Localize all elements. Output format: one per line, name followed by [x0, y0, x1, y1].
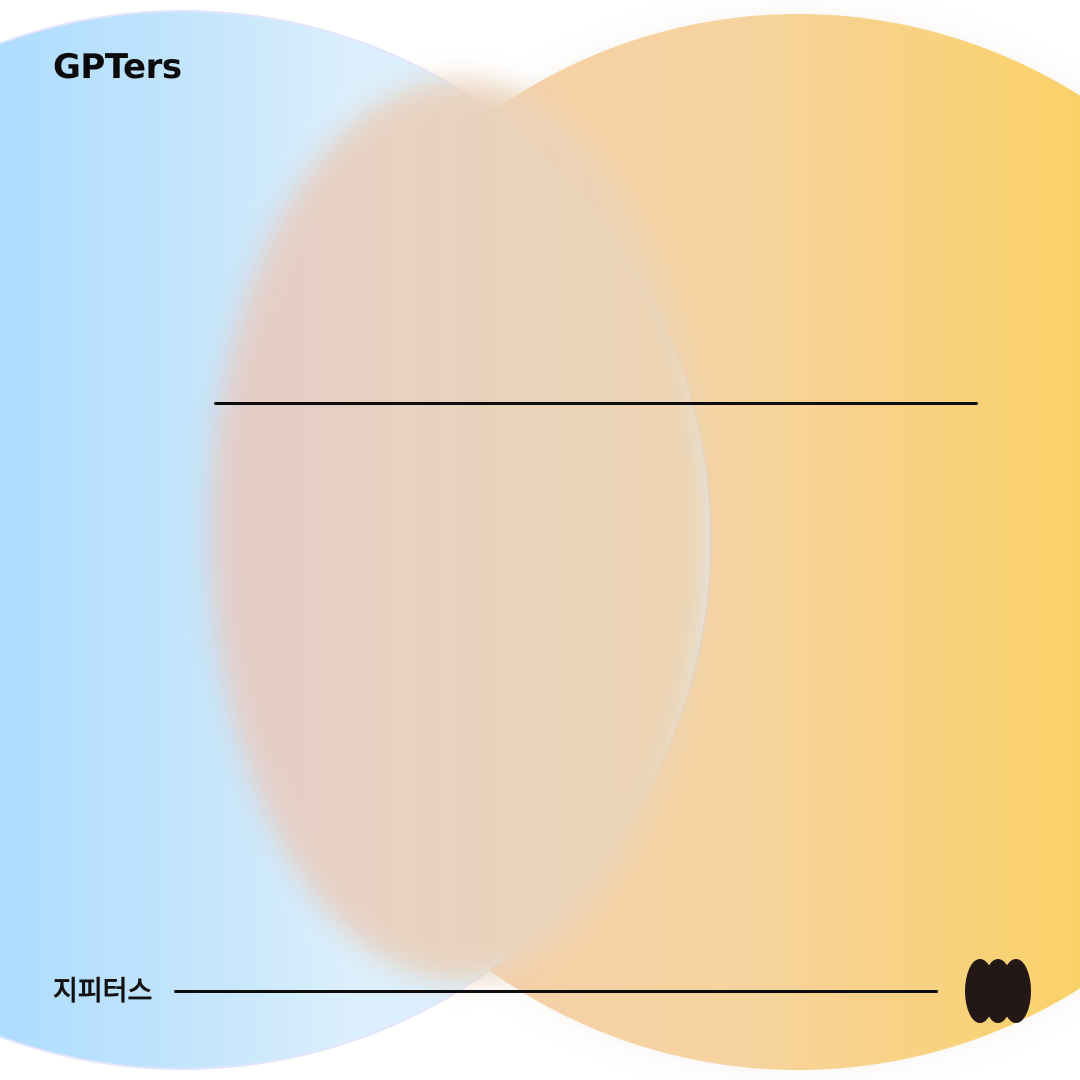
- three-ovals-logo-icon: [962, 956, 1034, 1028]
- brand-wordmark: GPTers: [53, 47, 182, 87]
- bottom-divider-line: [174, 990, 938, 993]
- korean-brand-name: 지피터스: [53, 976, 153, 1007]
- middle-divider-line: [214, 402, 978, 405]
- overlap-lens: [210, 80, 710, 980]
